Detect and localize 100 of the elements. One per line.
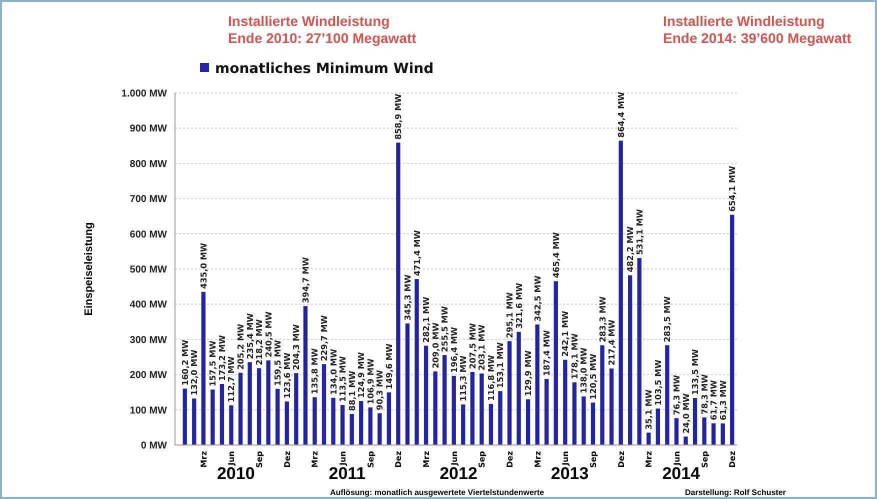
bar — [368, 407, 372, 445]
y-tick-label: 700 MW — [130, 194, 168, 206]
data-label: 295,1 MW — [504, 292, 515, 338]
data-label: 103,5 MW — [652, 360, 663, 406]
data-label: 242,1 MW — [560, 310, 570, 357]
data-label: 209,0 MW — [430, 322, 440, 368]
bar — [702, 417, 706, 445]
bar — [433, 371, 438, 445]
data-label: 218,2 MW — [254, 319, 264, 366]
data-label: 207,5 MW — [467, 323, 478, 369]
data-label: 61,7 MW — [708, 380, 719, 420]
data-label: 858,9 MW — [393, 94, 404, 140]
x-tick-label: Jun — [672, 450, 682, 466]
bar — [628, 275, 632, 445]
bar — [516, 332, 521, 445]
x-tick-label: Dez — [394, 450, 404, 468]
bar — [656, 408, 660, 445]
bar — [442, 355, 447, 445]
bar — [201, 292, 206, 445]
bar — [526, 399, 530, 445]
bar — [730, 214, 734, 445]
bar — [563, 360, 568, 445]
bar — [220, 384, 224, 445]
bar — [378, 413, 382, 445]
data-label: 78,3 MW — [699, 374, 710, 414]
x-tick-label: Sep — [366, 450, 376, 468]
bar — [461, 404, 466, 445]
x-tick-label: Jun — [338, 450, 348, 466]
data-label: 129,9 MW — [523, 350, 534, 396]
data-label: 160,2 MW — [180, 340, 190, 386]
data-label: 157,5 MW — [208, 340, 218, 387]
data-label: 283,5 MW — [662, 296, 672, 342]
data-label: 135,8 MW — [310, 348, 320, 394]
bar — [692, 398, 698, 445]
data-label: 205,2 MW — [236, 324, 246, 370]
bar — [266, 360, 270, 445]
bar — [665, 345, 670, 445]
bar — [424, 346, 428, 445]
y-tick-label: 900 MW — [130, 124, 168, 135]
bar — [572, 382, 577, 445]
bar — [248, 362, 252, 445]
bar — [405, 323, 410, 445]
data-label: 24,0 MW — [680, 393, 691, 434]
data-label: 187,4 MW — [542, 330, 552, 376]
data-label: 204,3 MW — [291, 324, 302, 370]
bar — [470, 372, 474, 445]
y-tick-label: 600 MW — [130, 229, 168, 240]
data-label: 116,8 MW — [486, 354, 496, 401]
text: Darstellung: Rolf Schuster — [685, 488, 786, 497]
y-tick-label: 0 MW — [140, 440, 168, 452]
bar — [452, 376, 456, 445]
data-label: 173,2 MW — [216, 335, 227, 382]
bar — [359, 401, 364, 445]
bar — [600, 345, 604, 445]
bar — [210, 390, 215, 445]
data-label: 132,0 MW — [189, 350, 200, 396]
x-tick-label: Jun — [450, 450, 459, 466]
bar — [507, 341, 512, 445]
bar — [238, 372, 243, 445]
data-label: 112,7 MW — [226, 356, 236, 402]
data-label: 196,4 MW — [448, 326, 459, 373]
data-label: 345,3 MW — [402, 274, 412, 320]
bar — [590, 402, 596, 445]
bar — [535, 324, 540, 445]
data-label: 282,1 MW — [421, 296, 432, 343]
data-label: 864,4 MW — [616, 92, 626, 138]
data-label: 159,5 MW — [272, 340, 283, 386]
x-tick-label: Dez — [282, 450, 292, 468]
bar — [322, 364, 326, 445]
bar — [637, 258, 642, 445]
bar — [386, 392, 392, 445]
text: Installierte Windleistung Ende 2014: 39’600 Megawatt — [663, 13, 852, 46]
bar — [554, 281, 558, 445]
x-tick-label: Mrz — [533, 450, 542, 468]
data-label: 113,5 MW — [338, 356, 348, 402]
x-tick-label: Dez — [616, 450, 626, 468]
y-tick-label: 1.000 MW — [121, 88, 168, 100]
x-tick-label: Jun — [227, 450, 236, 466]
bar — [414, 279, 419, 445]
data-label: 120,5 MW — [588, 354, 598, 400]
x-tick-label: Mrz — [199, 450, 208, 468]
x-tick-label: Jun — [561, 450, 570, 466]
text: Installierte Windleistung Ende 2010: 27’100 Megawatt — [228, 13, 417, 46]
data-label: 435,0 MW — [198, 242, 208, 289]
bar — [276, 388, 280, 445]
y-tick-label: 800 MW — [130, 158, 168, 170]
data-label: 654,1 MW — [727, 166, 738, 212]
x-tick-label: Mrz — [422, 450, 432, 468]
data-label: 123,6 MW — [282, 352, 292, 398]
data-label: 394,7 MW — [300, 257, 310, 304]
bar — [674, 418, 679, 445]
data-label: 235,4 MW — [244, 313, 255, 360]
y-tick-label: 400 MW — [130, 300, 168, 311]
x-tick-label: Mrz — [310, 450, 320, 468]
y-axis-title: Einspeiseleistung — [83, 222, 95, 316]
bar — [396, 142, 400, 445]
data-label: 321,6 MW — [514, 282, 524, 329]
data-label: 240,5 MW — [263, 311, 274, 358]
data-label: 76,3 MW — [671, 374, 682, 416]
bar — [284, 401, 289, 445]
